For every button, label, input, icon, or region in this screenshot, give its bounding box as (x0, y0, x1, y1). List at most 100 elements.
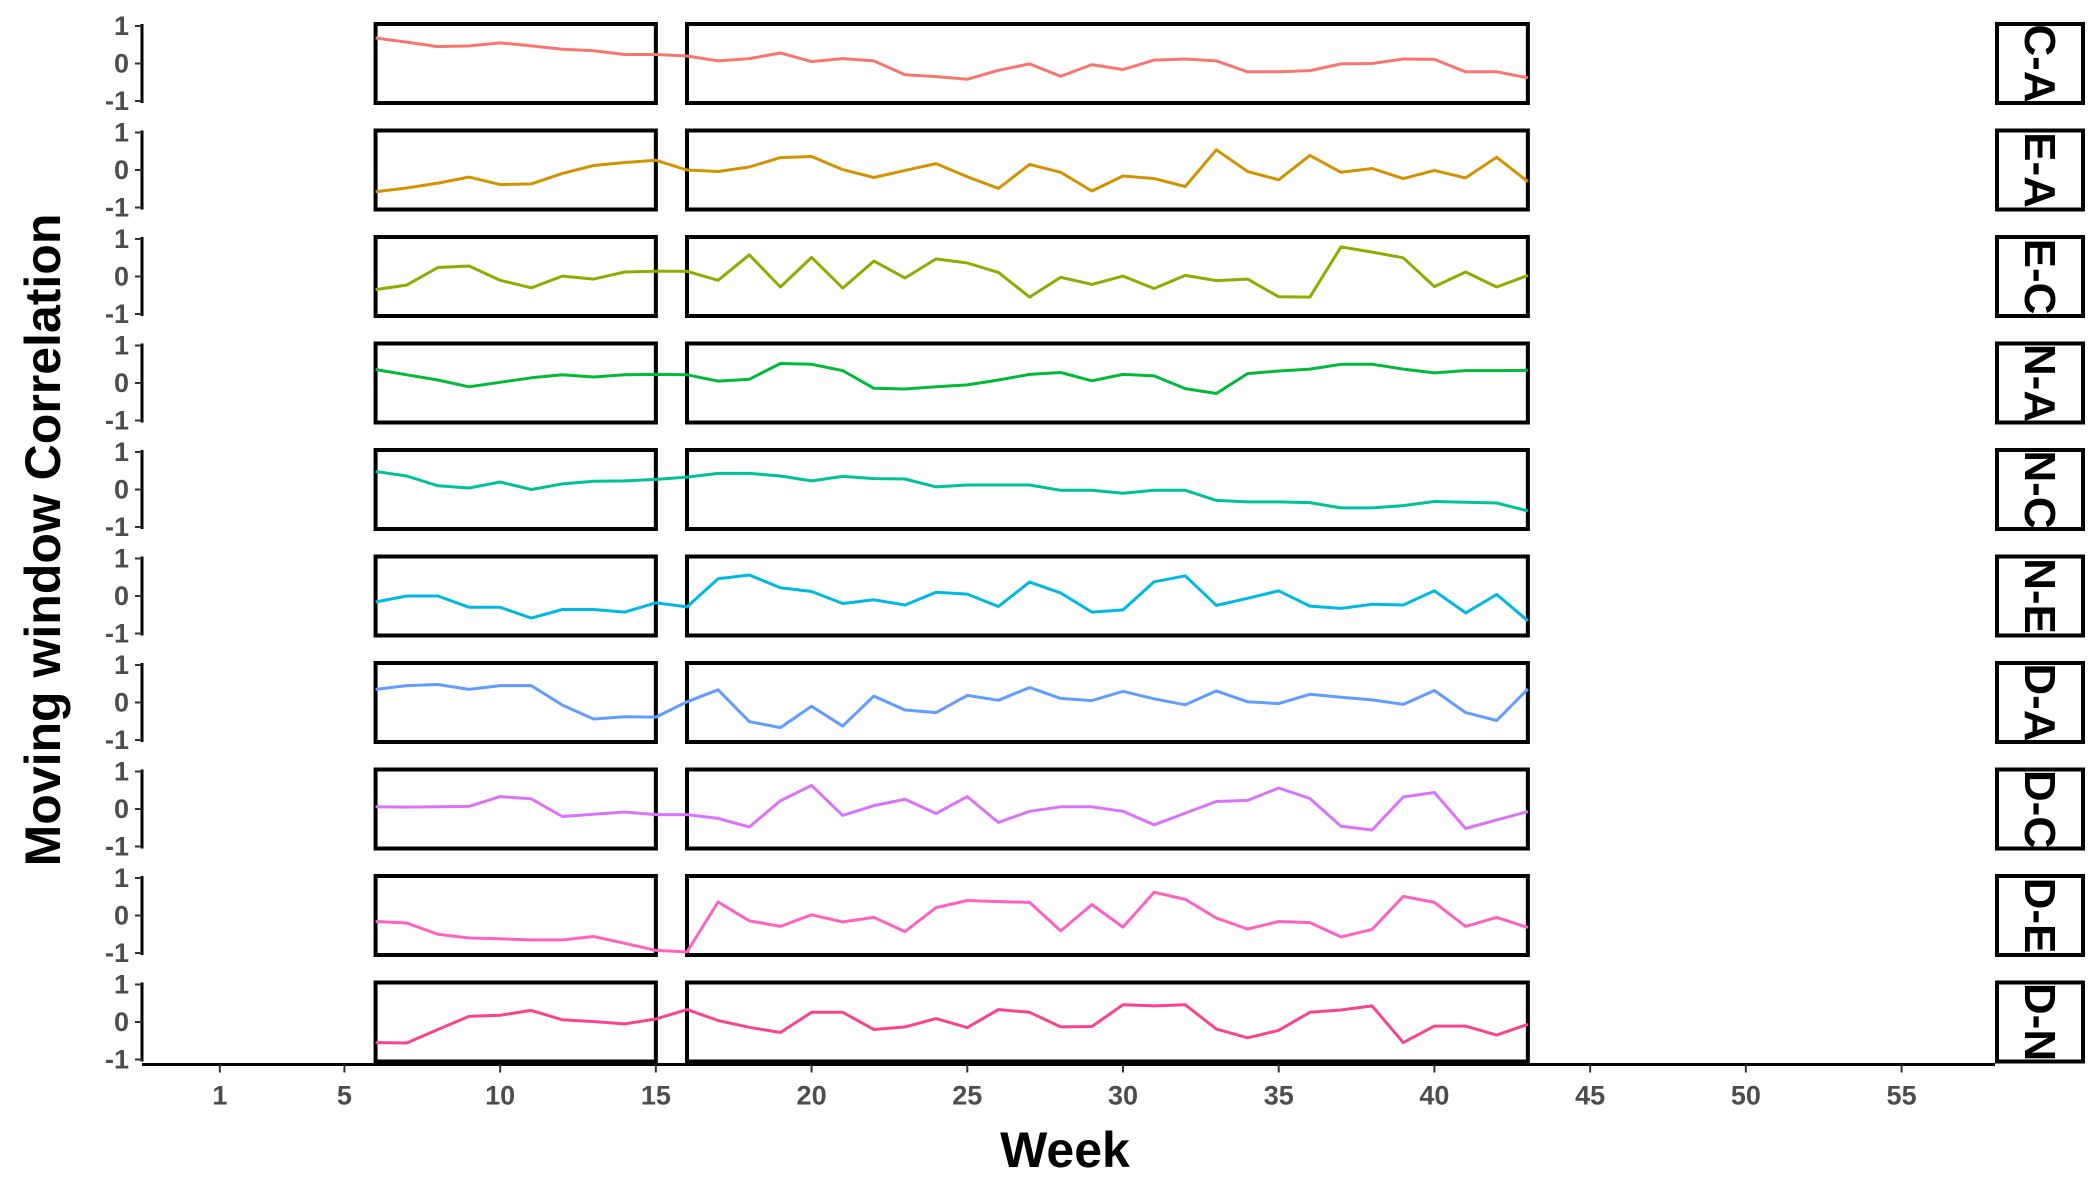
facet-strip (1995, 235, 2085, 318)
facet-strip-label: D-E (2015, 878, 2064, 954)
x-tick-label: 45 (1575, 1081, 1605, 1111)
y-tick-label: 0 (114, 475, 129, 505)
y-tick-label: 0 (114, 794, 129, 824)
series-line-d-c (375, 783, 1529, 832)
series-line-d-a (375, 683, 1529, 730)
time-window-box (373, 980, 658, 1064)
time-window-box (685, 22, 1530, 105)
x-tick-label: 5 (337, 1081, 352, 1111)
y-tick-label: 1 (114, 970, 129, 1000)
x-tick-label: 25 (952, 1081, 982, 1111)
y-tick-label: 1 (114, 650, 129, 680)
y-tick-label: -1 (105, 938, 129, 968)
panel-n-c: 1 0 -1 N-C (105, 437, 2085, 542)
time-window-box (373, 128, 658, 212)
y-tick-label: -1 (105, 193, 129, 223)
y-tick-label: 0 (114, 1007, 129, 1037)
x-tick-label: 20 (797, 1081, 827, 1111)
y-tick-label: -1 (105, 512, 129, 542)
time-window-box (373, 448, 658, 531)
facet-strip (1995, 767, 2085, 851)
time-window-box (373, 22, 658, 105)
facet-strip (1995, 448, 2085, 531)
panel-n-a: 1 0 -1 N-A (105, 331, 2085, 436)
panel-d-n: 1 0 -1 D-N (105, 970, 2085, 1075)
time-window-box (373, 341, 658, 425)
facet-strip (1995, 874, 2085, 957)
facet-strip-label: C-A (2015, 24, 2064, 102)
panel-e-c: 1 0 -1 E-C (105, 224, 2085, 329)
y-tick-label: 0 (114, 155, 129, 185)
y-tick-label: 0 (114, 368, 129, 398)
time-window-box (685, 128, 1530, 212)
time-window-box (685, 661, 1530, 744)
facet-strip-label: D-A (2015, 663, 2064, 741)
y-tick-label: -1 (105, 619, 129, 649)
facet-panels: 1 0 -1 C-A 1 0 -1 E-A 1 0 -1 E-C 1 0 -1 N-A 1 0 -1 N-C 1 0 -1 N… (105, 11, 2085, 1075)
facet-strip (1995, 22, 2085, 105)
time-window-box (685, 448, 1530, 531)
facet-strip-label: N-C (2015, 450, 2064, 528)
y-axis-title: Moving window Correlation (15, 214, 71, 867)
panel-e-a: 1 0 -1 E-A (105, 118, 2085, 223)
series-line-d-n (375, 1003, 1529, 1045)
facet-strip-label: D-N (2015, 983, 2064, 1061)
y-tick-label: -1 (105, 299, 129, 329)
x-tick-label: 15 (641, 1081, 671, 1111)
time-window-box (373, 874, 658, 957)
x-tick-label: 35 (1264, 1081, 1294, 1111)
x-axis-title: Week (1000, 1122, 1130, 1178)
series-line-n-e (375, 573, 1529, 622)
y-tick-label: -1 (105, 1045, 129, 1075)
y-tick-label: -1 (105, 406, 129, 436)
panel-d-e: 1 0 -1 D-E (105, 863, 2085, 968)
facet-strip (1995, 341, 2085, 425)
y-tick-label: 1 (114, 437, 129, 467)
series-line-d-e (375, 890, 1529, 954)
time-window-box (373, 235, 658, 318)
y-tick-label: 1 (114, 757, 129, 787)
panel-d-a: 1 0 -1 D-A (105, 650, 2085, 755)
y-tick-label: 1 (114, 224, 129, 254)
y-tick-label: 0 (114, 581, 129, 611)
series-line-e-a (375, 148, 1529, 194)
y-tick-label: 1 (114, 331, 129, 361)
panel-c-a: 1 0 -1 C-A (105, 11, 2085, 116)
time-window-box (685, 235, 1530, 318)
time-window-box (373, 554, 658, 638)
x-tick-label: 30 (1108, 1081, 1138, 1111)
time-window-box (685, 874, 1530, 957)
x-tick-label: 55 (1887, 1081, 1917, 1111)
y-tick-label: -1 (105, 725, 129, 755)
y-tick-label: -1 (105, 832, 129, 862)
time-window-box (685, 554, 1530, 638)
time-window-box (373, 767, 658, 851)
facet-strip-label: E-A (2015, 132, 2064, 208)
y-tick-label: 0 (114, 49, 129, 79)
y-tick-label: 1 (114, 11, 129, 41)
panel-n-e: 1 0 -1 N-E (105, 544, 2085, 649)
facet-strip-label: D-C (2015, 770, 2064, 848)
series-line-n-a (375, 362, 1528, 395)
series-line-n-c (375, 470, 1529, 513)
x-tick-label: 1 (212, 1081, 227, 1111)
facet-strip-label: E-C (2015, 239, 2064, 315)
y-tick-label: 0 (114, 688, 129, 718)
x-axis: 1 5 10 15 20 25 30 35 40 45 50 55 (142, 1063, 1995, 1111)
x-tick-label: 50 (1731, 1081, 1761, 1111)
series-line-e-c (375, 245, 1529, 299)
y-tick-label: 0 (114, 262, 129, 292)
facet-strip (1995, 980, 2085, 1064)
y-tick-label: 1 (114, 544, 129, 574)
x-tick-label: 10 (485, 1081, 515, 1111)
facet-strip-label: N-A (2015, 344, 2064, 422)
y-tick-label: 0 (114, 901, 129, 931)
facet-strip-label: N-E (2015, 558, 2064, 634)
time-window-box (685, 980, 1530, 1064)
facet-strip (1995, 661, 2085, 744)
time-window-box (685, 767, 1530, 851)
time-window-box (373, 661, 658, 744)
y-tick-label: -1 (105, 86, 129, 116)
series-line-c-a (375, 36, 1529, 81)
